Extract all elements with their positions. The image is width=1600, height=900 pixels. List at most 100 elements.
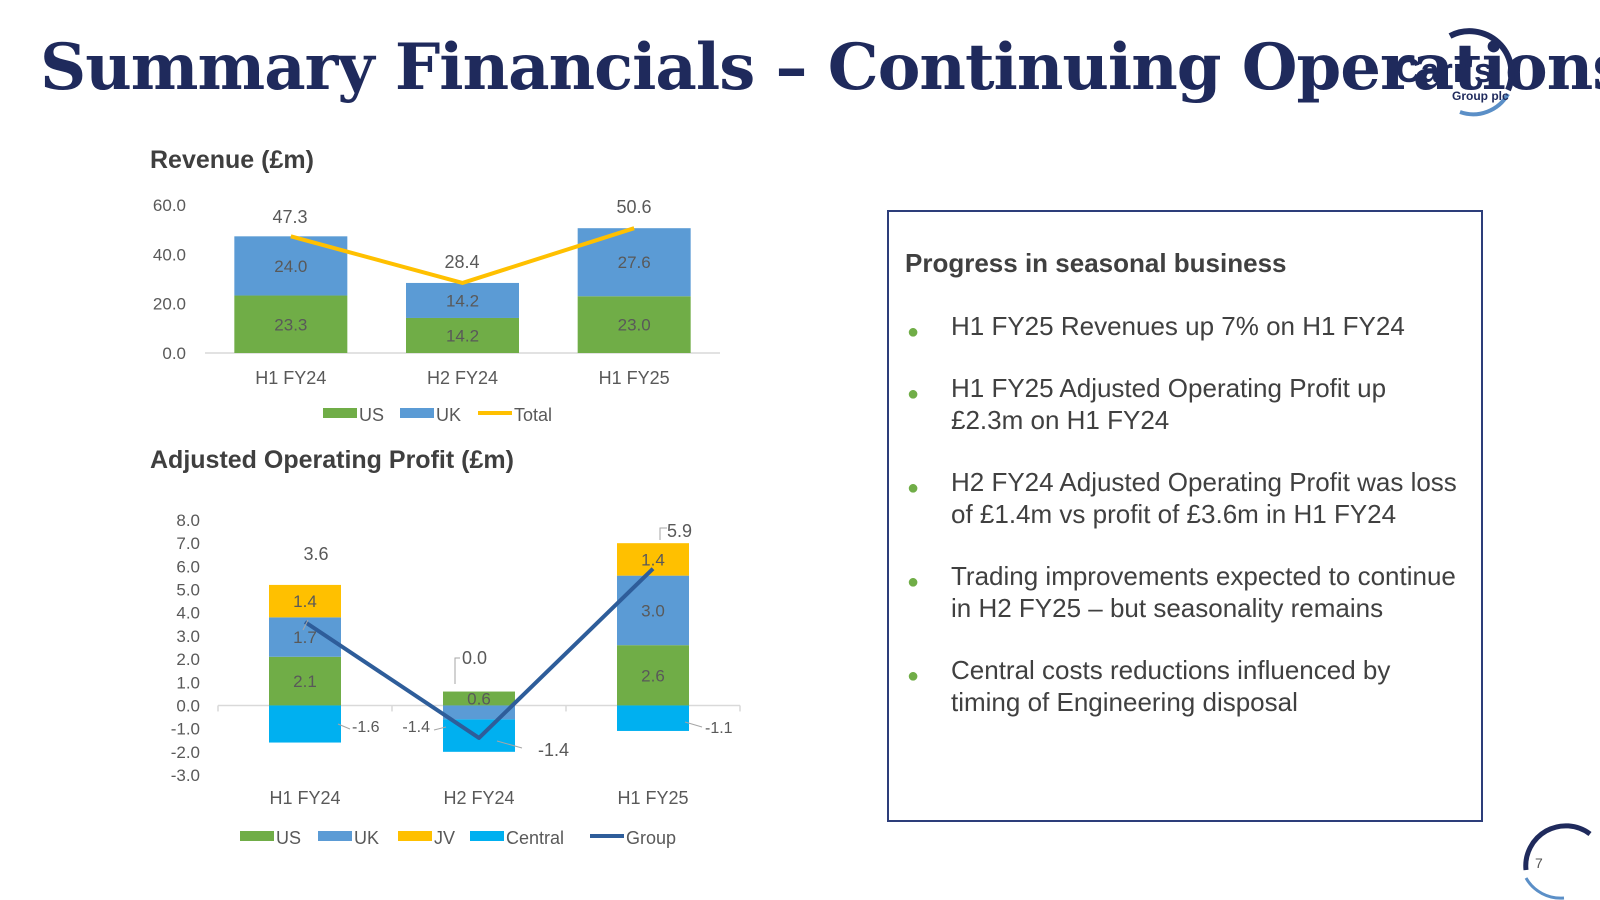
corner-swoosh-icon (1523, 823, 1592, 900)
legend-swatch-us (240, 831, 274, 841)
y-tick-label: 8.0 (176, 511, 200, 530)
total-value-label: 47.3 (272, 207, 307, 227)
bar-uk (406, 282, 519, 318)
bar-value-label: 23.3 (274, 315, 307, 334)
bar-value-label: 23.0 (618, 316, 651, 335)
legend-label: UK (436, 405, 461, 425)
bullet-item: ● Central costs reductions influenced by … (905, 654, 1465, 718)
x-category-label: H2 FY24 (427, 368, 498, 388)
y-tick-label: 1.0 (176, 673, 200, 692)
y-tick-label: -2.0 (171, 743, 200, 762)
bar-value-label: 3.0 (641, 601, 665, 620)
y-tick-label: 0.0 (162, 344, 186, 363)
bar-value-label: 2.6 (641, 666, 665, 685)
bar-value-label: -1.4 (402, 719, 430, 736)
bar-value-label: 14.2 (446, 326, 479, 345)
logo-subtext: Group plc (1452, 89, 1509, 103)
bar-us (269, 656, 341, 706)
bar-value-label: 0.6 (467, 690, 491, 709)
legend-label: Group (626, 828, 676, 848)
legend-label: Central (506, 828, 564, 848)
bar-value-label: -1.6 (352, 719, 380, 736)
bar-value-label: 1.4 (293, 592, 317, 611)
y-tick-label: 6.0 (176, 557, 200, 576)
bar-uk (443, 705, 515, 720)
bar-us (234, 295, 348, 353)
logo-swoosh-icon (1448, 28, 1515, 92)
y-tick-label: 7.0 (176, 534, 200, 553)
bullet-text: H2 FY24 Adjusted Operating Profit was lo… (951, 467, 1457, 529)
legend-label: Total (514, 405, 552, 425)
bar-value-label: 24.0 (274, 257, 307, 276)
leader-line (433, 726, 447, 731)
leader-line (496, 740, 523, 749)
revenue-chart-title: Revenue (£m) (150, 146, 314, 174)
bullet-item: ● H1 FY25 Revenues up 7% on H1 FY24 (905, 310, 1465, 343)
x-category-label: H1 FY24 (269, 788, 340, 808)
bullet-text: Trading improvements expected to continu… (951, 561, 1456, 623)
bar-central (269, 705, 341, 743)
bullet-dot-icon: ● (907, 321, 920, 343)
y-tick-label: 2.0 (176, 650, 200, 669)
bullet-list: ● H1 FY25 Revenues up 7% on H1 FY24 ● H1 F… (905, 310, 1465, 718)
bar-uk (617, 575, 689, 646)
bar-us (443, 691, 515, 706)
panel-heading: Progress in seasonal business (905, 248, 1287, 278)
bar-value-label: 1.4 (641, 550, 665, 569)
y-tick-label: 60.0 (153, 196, 186, 215)
bullet-text: Central costs reductions influenced by t… (951, 655, 1391, 717)
profit-chart-title: Adjusted Operating Profit (£m) (150, 446, 514, 474)
group-value-label: 3.6 (303, 544, 328, 564)
y-tick-label: 4.0 (176, 604, 200, 623)
x-category-label: H2 FY24 (443, 788, 514, 808)
leader-line (302, 619, 309, 631)
legend-swatch-uk (400, 408, 434, 418)
page-number: 7 (1535, 855, 1543, 871)
group-value-label: -1.4 (538, 740, 569, 760)
legend-label: JV (434, 828, 455, 848)
series-line-total (290, 226, 635, 285)
y-tick-label: 0.0 (176, 696, 200, 715)
summary-panel: Progress in seasonal business ● H1 FY25 R… (887, 210, 1483, 822)
total-value-label: 28.4 (444, 252, 479, 272)
bar-value-label: 1.7 (293, 628, 317, 647)
bullet-item: ● H1 FY25 Adjusted Operating Profit up £2… (905, 372, 1465, 436)
leader-line (337, 723, 351, 730)
group-value-label: 5.9 (667, 521, 692, 541)
bar-us (617, 645, 689, 706)
carrs-logo: Carr's Group plc (1396, 28, 1515, 117)
bar-value-label: 2.1 (293, 672, 317, 691)
y-tick-label: 40.0 (153, 245, 186, 264)
legend-label: UK (354, 828, 379, 848)
legend-swatch-jv (398, 831, 432, 841)
legend-swatch-us (323, 408, 357, 418)
bar-us (406, 317, 519, 353)
x-category-label: H1 FY25 (617, 788, 688, 808)
legend-swatch-central (470, 831, 504, 841)
legend-label: US (276, 828, 301, 848)
bullet-dot-icon: ● (907, 383, 920, 405)
x-category-label: H1 FY25 (599, 368, 670, 388)
leader-line (454, 657, 460, 684)
bullet-text: H1 FY25 Adjusted Operating Profit up £2.… (951, 373, 1387, 435)
y-tick-label: 20.0 (153, 295, 186, 314)
bullet-text: H1 FY25 Revenues up 7% on H1 FY24 (951, 311, 1405, 341)
bullet-item: ● H2 FY24 Adjusted Operating Profit was l… (905, 466, 1465, 530)
profit-chart: Adjusted Operating Profit (£m) -3.0 -2.0 -… (130, 440, 750, 860)
x-category-label: H1 FY24 (255, 368, 326, 388)
page-title: Summary Financials – Continuing Operatio… (40, 30, 1600, 105)
bar-central (617, 705, 689, 731)
logo-text: Carr's (1396, 52, 1493, 90)
profit-chart-svg: -3.0 -2.0 -1.0 0.0 1.0 2.0 3.0 4.0 5.0 6.0 7.0 8.0 H… (171, 511, 741, 848)
bar-us (577, 296, 691, 353)
legend-swatch-uk (318, 831, 352, 841)
bullet-dot-icon: ● (907, 477, 920, 499)
bullet-item: ● Trading improvements expected to contin… (905, 560, 1465, 624)
logo-swoosh-blue-icon (1459, 92, 1510, 117)
bar-value-label: -1.1 (705, 720, 733, 737)
bar-value-label: 27.6 (618, 253, 651, 272)
y-tick-label: -3.0 (171, 766, 200, 785)
bullet-dot-icon: ● (907, 571, 920, 593)
legend-label: US (359, 405, 384, 425)
bar-value-label: 0.0 (462, 648, 487, 668)
